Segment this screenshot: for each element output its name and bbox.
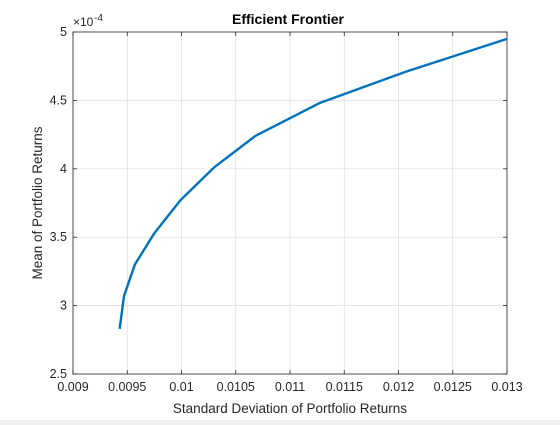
y-tick-label: 5 <box>60 25 67 39</box>
y-tick-label: 3 <box>60 299 67 313</box>
y-tick-label: 3.5 <box>50 230 67 244</box>
y-axis-label: Mean of Portfolio Returns <box>30 126 45 279</box>
x-axis-label: Standard Deviation of Portfolio Returns <box>173 401 407 416</box>
x-tick-label: 0.0115 <box>326 380 363 394</box>
y-tick-label: 4.5 <box>50 93 67 107</box>
x-tick-label: 0.012 <box>383 380 414 394</box>
x-tick-label: 0.01 <box>169 380 193 394</box>
x-tick-label: 0.0125 <box>434 380 472 394</box>
chart-title: Efficient Frontier <box>232 11 345 27</box>
x-tick-label: 0.011 <box>275 380 305 394</box>
y-exponent: -4 <box>94 13 103 24</box>
frontier-line <box>118 37 508 330</box>
y-tick-label: 2.5 <box>50 367 67 381</box>
series-group <box>118 37 508 330</box>
x-tick-label: 0.009 <box>57 380 88 394</box>
x-tick-label: 0.013 <box>491 380 522 394</box>
ticks: 0.009 0.0095 0.01 0.0105 0.011 0.0115 0.012 0.0… <box>50 25 523 394</box>
y-exponent-base: ×10 <box>73 15 94 29</box>
x-tick-label: 0.0105 <box>217 380 255 394</box>
x-tick-label: 0.0095 <box>108 380 146 394</box>
y-tick-label: 4 <box>60 162 67 176</box>
